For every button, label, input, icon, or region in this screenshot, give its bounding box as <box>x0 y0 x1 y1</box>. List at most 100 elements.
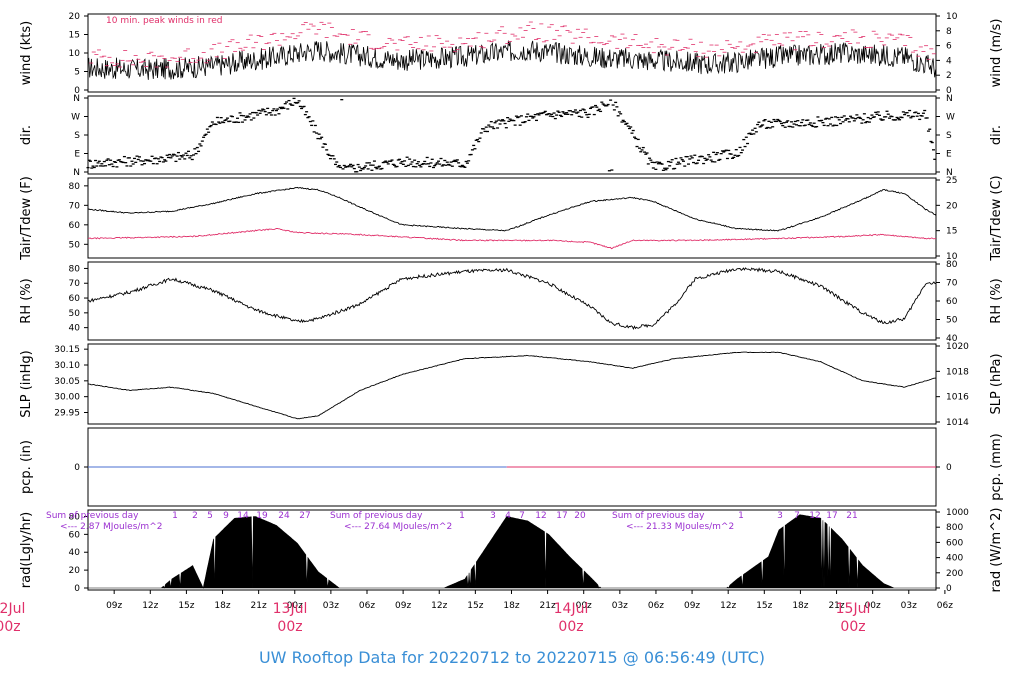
peak-hour-label: 12 <box>535 511 546 521</box>
x-tick-label: 15z <box>756 601 772 611</box>
x-tick-label: 12z <box>720 601 736 611</box>
y-axis-label-right: RH (%) <box>989 278 1004 323</box>
peak-hour-label: 12 <box>809 511 820 521</box>
y-tick-label-right: 10 <box>946 12 958 22</box>
panel-frame <box>87 177 937 259</box>
y-tick-label-left: N <box>73 94 80 104</box>
x-tick-label: 12z <box>142 601 158 611</box>
x-tick-label: 18z <box>503 601 519 611</box>
x-tick-label: 00z <box>865 601 881 611</box>
Tdew-line <box>88 227 937 250</box>
y-tick-label-right: S <box>946 131 952 141</box>
y-tick-label-right: 50 <box>946 316 958 326</box>
y-tick-label-right: 2 <box>946 71 952 81</box>
y-tick-label-left: 30.00 <box>54 393 80 403</box>
radiation-sum-value: <--- 2.87 MJoules/m^2 <box>60 522 162 532</box>
date-label: 13Jul <box>273 601 308 617</box>
date-label: 15Jul <box>836 601 871 617</box>
peak-hour-label: 17 <box>826 511 837 521</box>
y-axis-label-left: wind (kts) <box>19 21 34 85</box>
y-tick-label-left: 10 <box>69 49 81 59</box>
y-tick-label-left: 0 <box>74 584 80 594</box>
x-tick-label: 00z <box>287 601 303 611</box>
peak-hour-label: 3 <box>777 511 783 521</box>
y-axis-label-right: wind (m/s) <box>989 19 1004 88</box>
y-tick-label-right: 8 <box>946 27 952 37</box>
y-axis-label-left: Tair/Tdew (F) <box>19 176 34 261</box>
peak-hour-label: 1 <box>172 511 178 521</box>
x-tick-label: 06z <box>359 601 375 611</box>
Tair-line <box>87 186 937 232</box>
peak-hour-label: 9 <box>223 511 229 521</box>
peak-hour-label: 7 <box>794 511 800 521</box>
x-tick-label: 03z <box>612 601 628 611</box>
radiation-sum-label: Sum of previous day <box>46 511 139 521</box>
y-tick-label-right: 6 <box>946 42 952 52</box>
x-tick-label: 09z <box>684 601 700 611</box>
y-axis-label-right: dir. <box>989 125 1004 145</box>
peak-hour-label: 27 <box>299 511 310 521</box>
y-tick-label-right: 0 <box>946 463 952 473</box>
y-tick-label-left: 60 <box>69 530 81 540</box>
y-axis-label-right: rad (W/m^2) <box>989 508 1004 593</box>
radiation-sum-value: <--- 21.33 MJoules/m^2 <box>626 522 734 532</box>
x-tick-label: 06z <box>937 601 953 611</box>
y-tick-label-right: 1014 <box>946 418 969 428</box>
y-tick-label-right: 25 <box>946 176 957 186</box>
x-tick-label: 15z <box>178 601 194 611</box>
peak-hour-label: 2 <box>192 511 198 521</box>
y-axis-label-left: pcp. (in) <box>19 440 34 494</box>
peak-hour-label: 1 <box>459 511 465 521</box>
y-tick-label-left: 29.95 <box>54 409 80 419</box>
y-tick-label-left: N <box>73 168 80 178</box>
radiation-sum-value: <--- 27.64 MJoules/m^2 <box>344 522 452 532</box>
y-tick-label-right: 10 <box>946 252 958 262</box>
x-tick-label: 03z <box>901 601 917 611</box>
x-tick-label: 21z <box>828 601 844 611</box>
x-tick-label: 18z <box>792 601 808 611</box>
RH-line <box>87 267 937 331</box>
date-hour-label: 00z <box>0 619 21 635</box>
y-tick-label-left: 20 <box>69 566 81 576</box>
date-label: 14Jul <box>554 601 589 617</box>
y-tick-label-right: 4 <box>946 56 952 66</box>
y-tick-label-right: 400 <box>946 554 963 564</box>
peak-hour-label: 24 <box>278 511 290 521</box>
y-tick-label-left: 30.05 <box>54 377 80 387</box>
y-tick-label-left: 50 <box>69 309 81 319</box>
y-tick-label-left: 20 <box>69 12 81 22</box>
y-axis-label-right: SLP (hPa) <box>989 353 1004 414</box>
y-tick-label-left: 5 <box>74 68 80 78</box>
y-tick-label-right: 1016 <box>946 393 969 403</box>
date-hour-label: 00z <box>277 619 302 635</box>
x-tick-label: 21z <box>251 601 267 611</box>
y-tick-label-left: 0 <box>74 86 80 96</box>
y-tick-label-right: 800 <box>946 523 963 533</box>
y-tick-label-left: 40 <box>69 324 81 334</box>
x-tick-label: 00z <box>576 601 592 611</box>
y-tick-label-left: 80 <box>69 182 81 192</box>
y-tick-label-left: 70 <box>69 201 81 211</box>
peak-hour-label: 20 <box>574 511 586 521</box>
y-tick-label-left: 30.15 <box>54 345 80 355</box>
y-tick-label-right: 200 <box>946 569 963 579</box>
SLP-line <box>87 351 937 420</box>
y-tick-label-left: 70 <box>69 279 81 289</box>
y-tick-label-right: N <box>946 94 953 104</box>
date-label: 12Jul <box>0 601 25 617</box>
x-tick-label: 15z <box>467 601 483 611</box>
y-tick-label-right: 1018 <box>946 367 969 377</box>
peak-hour-label: 17 <box>556 511 567 521</box>
y-axis-label-left: rad(Lgly/hr) <box>19 512 34 588</box>
peak-hour-label: 19 <box>256 511 268 521</box>
x-tick-label: 09z <box>395 601 411 611</box>
y-tick-label-right: 15 <box>946 227 957 237</box>
x-tick-label: 18z <box>214 601 230 611</box>
y-tick-label-left: 60 <box>69 221 81 231</box>
y-tick-label-left: 50 <box>69 240 81 250</box>
y-tick-label-right: 0 <box>946 86 952 96</box>
x-tick-label: 12z <box>431 601 447 611</box>
x-tick-label: 09z <box>106 601 122 611</box>
radiation-sum-label: Sum of previous day <box>612 511 705 521</box>
